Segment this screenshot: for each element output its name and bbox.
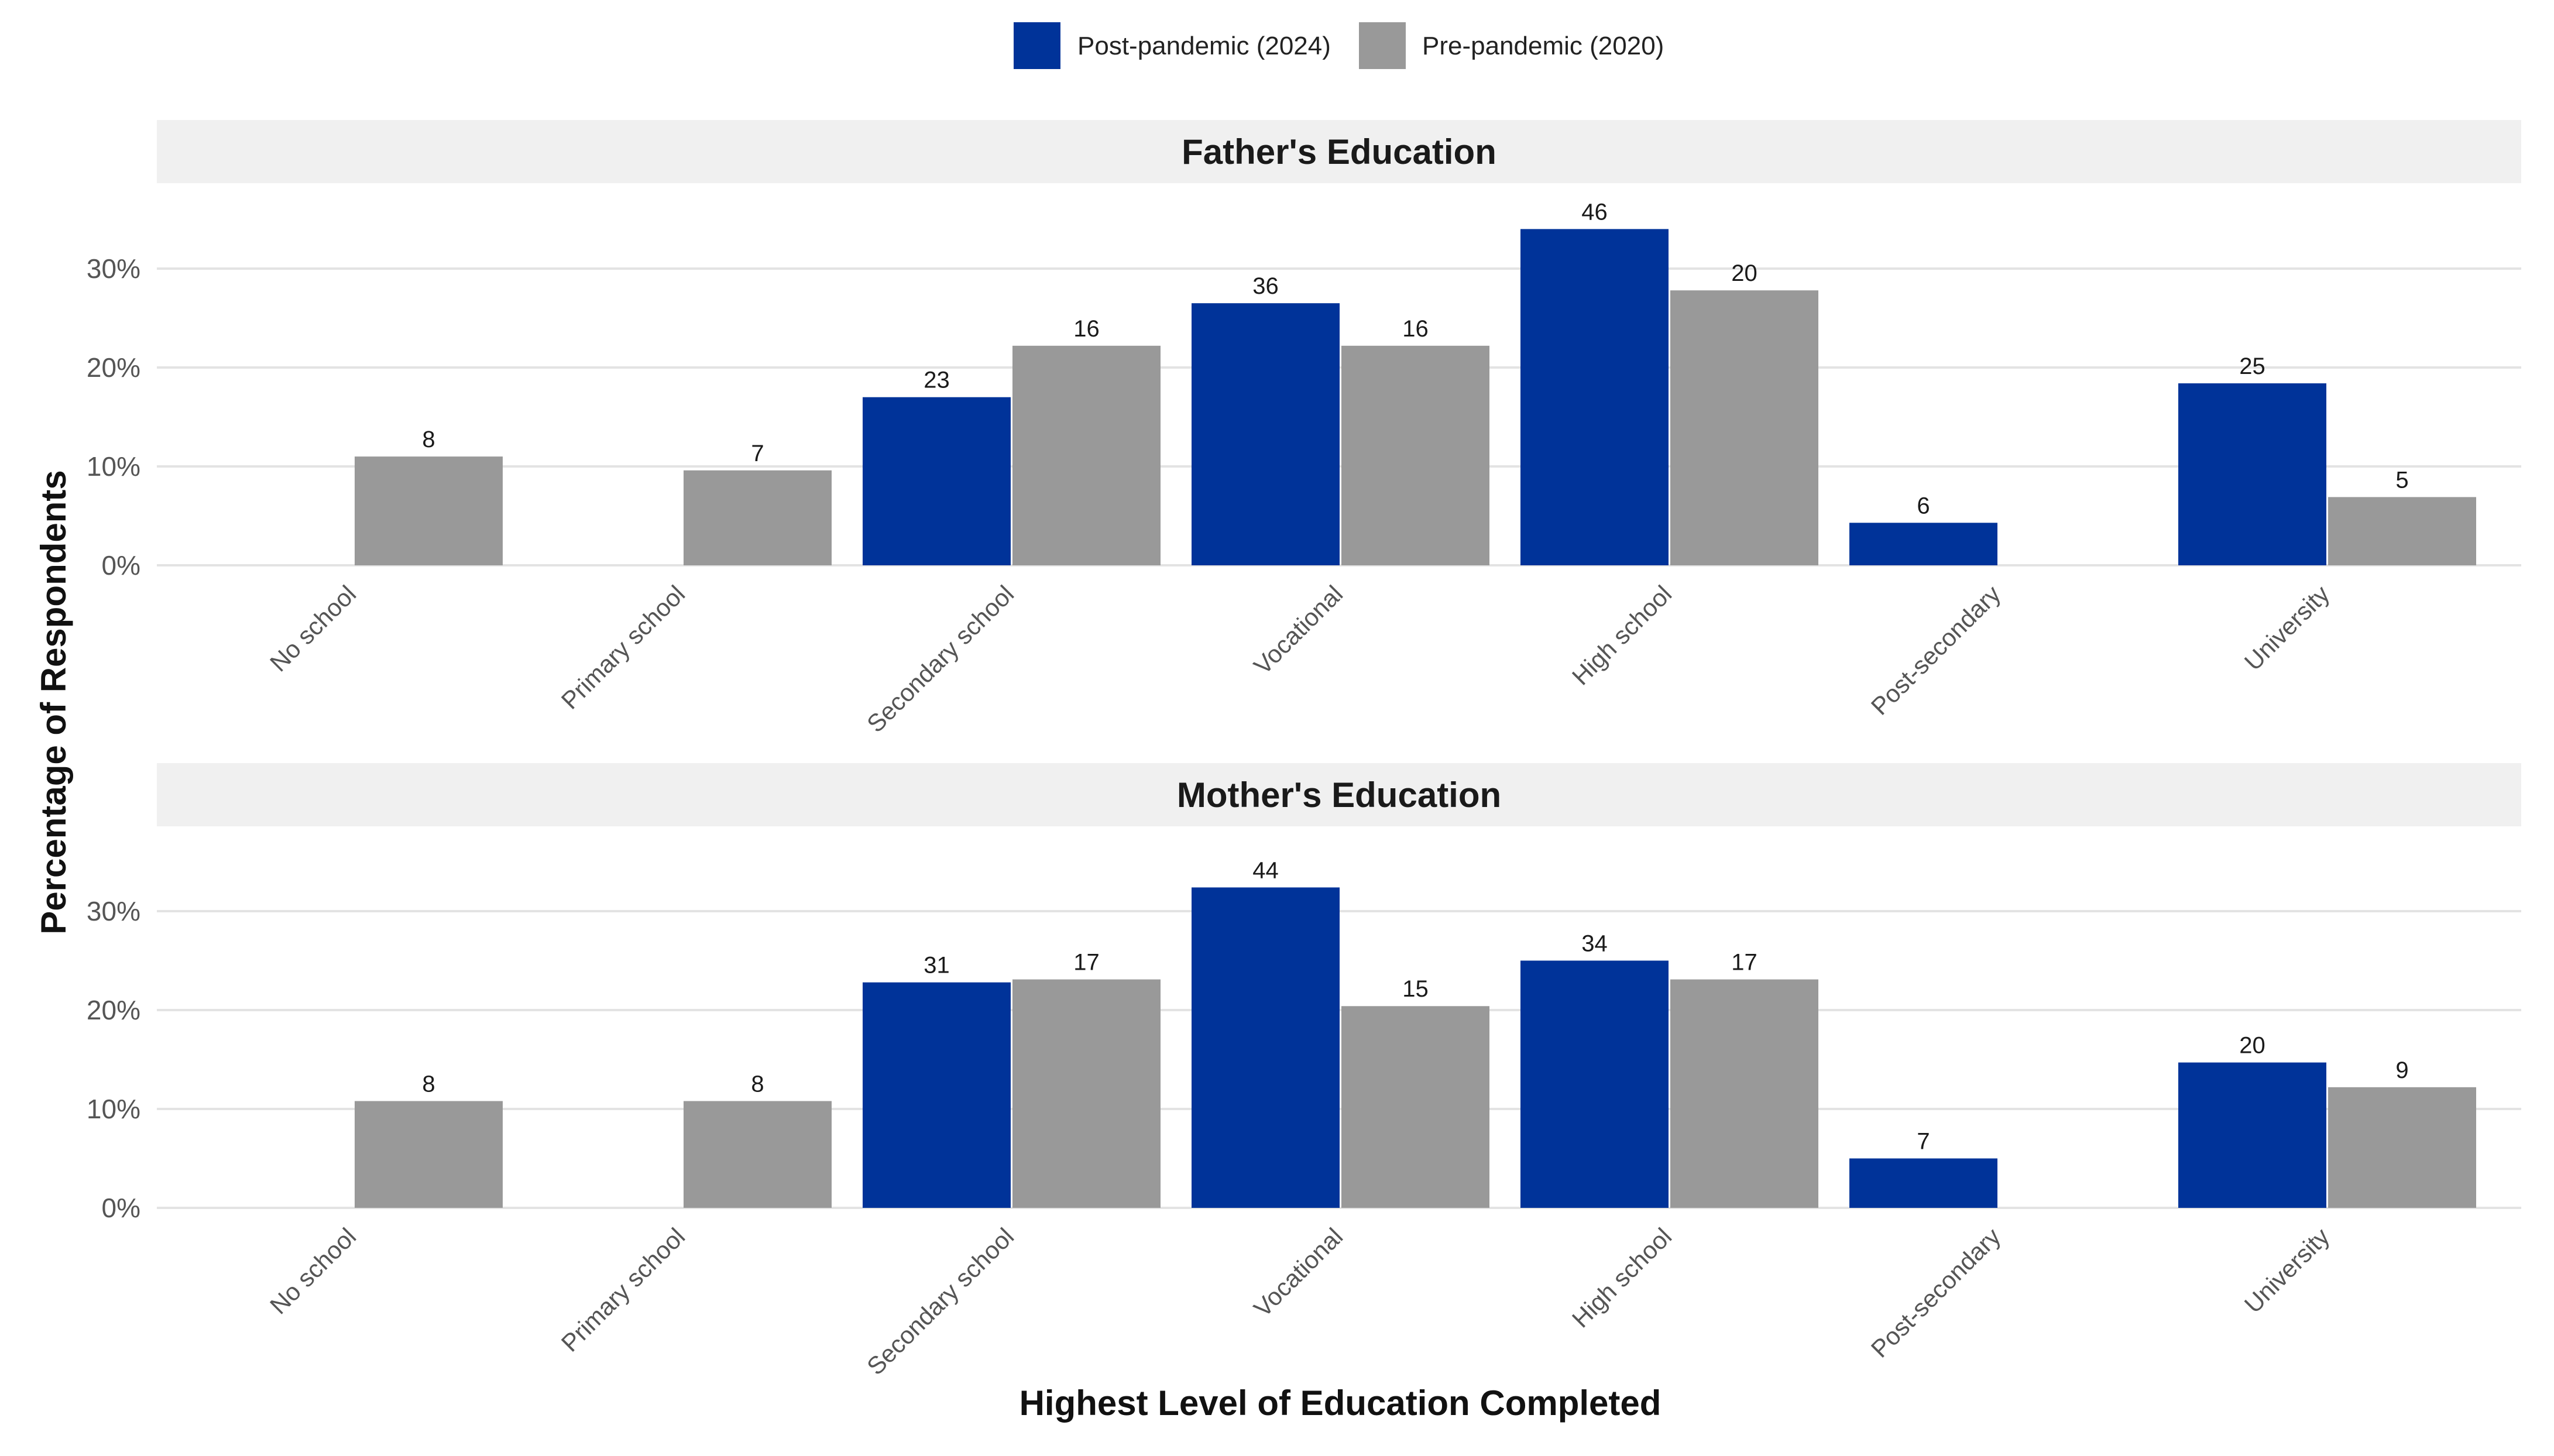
data-label: 20	[2239, 1033, 2265, 1059]
data-label: 17	[1073, 950, 1100, 976]
data-label: 7	[751, 441, 764, 466]
panel-title: Mother's Education	[1177, 775, 1501, 815]
data-label: 17	[1731, 950, 1757, 976]
bar-pre-3	[1341, 1006, 1489, 1208]
data-label: 6	[1917, 493, 1930, 518]
panel-strip	[157, 763, 2521, 826]
x-tick-label: Primary school	[556, 1223, 691, 1357]
data-label: 8	[422, 1071, 435, 1097]
x-tick-label: University	[2239, 580, 2335, 676]
x-tick-label: No school	[265, 1223, 361, 1319]
bar-pre-2	[1012, 345, 1161, 565]
data-label: 34	[1581, 931, 1608, 957]
data-label: 8	[751, 1071, 764, 1097]
data-label: 15	[1402, 976, 1429, 1002]
y-tick-label: 0%	[102, 550, 140, 581]
x-axis-title: Highest Level of Education Completed	[1019, 1383, 1662, 1423]
bar-pre-0	[355, 456, 503, 565]
y-tick-label: 20%	[87, 995, 140, 1025]
bar-post-2	[863, 982, 1011, 1208]
data-label: 20	[1731, 260, 1757, 286]
panel-title: Father's Education	[1182, 132, 1496, 171]
legend-label-2: Pre-pandemic (2020)	[1422, 32, 1664, 60]
bar-pre-4	[1670, 979, 1818, 1208]
panel-strip	[157, 120, 2521, 183]
bar-post-5	[1849, 1158, 1997, 1208]
bar-pre-0	[355, 1101, 503, 1208]
data-label: 36	[1252, 273, 1279, 299]
x-tick-label: Post-secondary	[1866, 580, 2006, 720]
x-tick-label: Post-secondary	[1866, 1223, 2006, 1363]
data-label: 16	[1402, 316, 1429, 342]
panels: Father's Education 0% 10% 20% 30% 8 No school 7…	[87, 120, 2521, 1380]
bar-post-6	[2178, 383, 2326, 565]
bar-pre-1	[684, 470, 832, 565]
legend: Post-pandemic (2024) Pre-pandemic (2020)	[1014, 22, 1664, 69]
x-tick-label: Vocational	[1248, 1223, 1348, 1322]
x-tick-label: Secondary school	[861, 580, 1019, 737]
x-tick-label: High school	[1567, 1223, 1677, 1333]
y-tick-label: 20%	[87, 352, 140, 383]
bar-pre-3	[1341, 345, 1489, 565]
legend-swatch-2	[1359, 22, 1406, 69]
data-label: 25	[2239, 353, 2265, 379]
bar-post-2	[863, 397, 1011, 565]
y-tick-label: 10%	[87, 451, 140, 482]
x-tick-label: High school	[1567, 580, 1677, 690]
y-tick-label: 0%	[102, 1193, 140, 1223]
data-label: 44	[1252, 857, 1279, 883]
data-label: 5	[2395, 467, 2408, 493]
bar-post-3	[1192, 887, 1340, 1208]
data-label: 16	[1073, 316, 1100, 342]
y-tick-label: 30%	[87, 896, 140, 926]
bar-post-6	[2178, 1062, 2326, 1208]
legend-label-1: Post-pandemic (2024)	[1077, 32, 1331, 60]
data-label: 8	[422, 427, 435, 452]
y-tick-label: 30%	[87, 253, 140, 284]
panel-2: Mother's Education 0% 10% 20% 30% 8 No school 8…	[87, 763, 2521, 1380]
data-label: 46	[1581, 199, 1608, 225]
y-tick-label: 10%	[87, 1094, 140, 1124]
bar-pre-2	[1012, 979, 1161, 1208]
x-tick-label: University	[2239, 1223, 2335, 1318]
bar-pre-6	[2328, 1087, 2476, 1208]
bar-post-5	[1849, 523, 1997, 565]
panel-1: Father's Education 0% 10% 20% 30% 8 No school 7…	[87, 120, 2521, 737]
data-label: 9	[2395, 1057, 2408, 1083]
bar-post-3	[1192, 303, 1340, 565]
legend-swatch-1	[1014, 22, 1060, 69]
x-tick-label: Secondary school	[861, 1223, 1019, 1380]
data-label: 7	[1917, 1129, 1930, 1155]
data-label: 31	[924, 953, 950, 978]
bar-post-4	[1520, 960, 1669, 1208]
y-axis-title: Percentage of Respondents	[34, 470, 73, 935]
x-tick-label: Vocational	[1248, 580, 1348, 679]
bar-pre-1	[684, 1101, 832, 1208]
bar-post-4	[1520, 229, 1669, 565]
bar-pre-6	[2328, 497, 2476, 565]
x-tick-label: No school	[265, 580, 361, 677]
bar-pre-4	[1670, 290, 1818, 565]
data-label: 23	[924, 368, 950, 393]
x-tick-label: Primary school	[556, 580, 691, 715]
